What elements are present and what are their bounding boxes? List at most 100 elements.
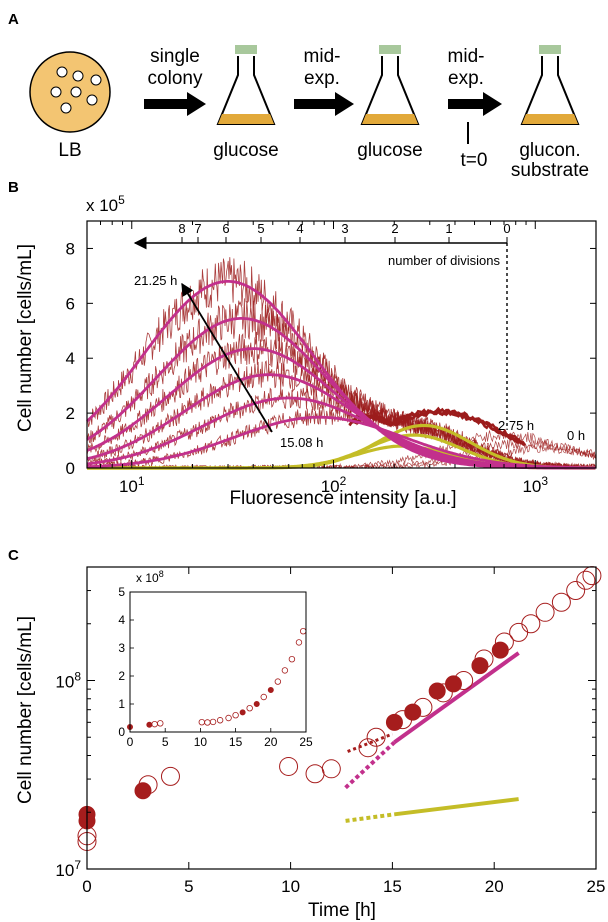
x-tick-label: 101 — [119, 474, 145, 496]
step-2-line1: mid- — [304, 46, 341, 67]
flask-3-label-line2: substrate — [511, 160, 589, 181]
flask-icon — [520, 56, 580, 125]
darkred-fit-line — [348, 409, 526, 447]
inset-data-point — [253, 701, 260, 708]
colony-icon — [50, 86, 62, 98]
open-data-point — [521, 614, 541, 634]
open-data-point — [509, 622, 529, 642]
inset-data-point — [232, 712, 239, 719]
magenta-dotted-line — [344, 740, 396, 790]
inset-data-point — [267, 687, 274, 694]
panel-b-xlabel: Fluoresence intensity [a.u.] — [229, 488, 456, 509]
annotation-t0: 0 h — [567, 428, 585, 443]
panel-c-ylabel: Cell number [cells/mL] — [15, 616, 36, 804]
colony-icon — [56, 66, 68, 78]
inset-x-tick-label: 20 — [264, 735, 278, 749]
filled-data-point — [404, 703, 422, 721]
panel-c-label: C — [8, 547, 19, 564]
inset-data-point — [146, 721, 153, 728]
inset-data-point — [225, 714, 232, 722]
plate-icon — [29, 51, 111, 133]
inset-y-tick-label: 0 — [118, 725, 125, 739]
inset-ticks: 0 5 10 15 20 25 0 1 2 3 4 5 — [118, 585, 313, 749]
open-data-point — [366, 727, 386, 747]
panel-b: B x 105 Cell number [cells/mL] Fluoresen… — [8, 179, 597, 509]
step-2-line2: exp. — [304, 68, 340, 89]
y-tick-label: 8 — [66, 239, 75, 258]
x-tick-label: 20 — [485, 877, 504, 896]
petri-plate: LB — [29, 51, 111, 161]
inset-data-point — [216, 717, 224, 724]
flask-icon — [216, 56, 276, 125]
open-data-point — [576, 570, 596, 590]
panel-c-plot — [77, 566, 602, 851]
inset-data-point — [281, 667, 289, 674]
inset-data-point — [204, 719, 211, 726]
inset-y-tick-label: 2 — [118, 669, 125, 683]
inset-data-point — [239, 709, 246, 716]
panel-a-label: A — [8, 11, 19, 28]
division-tick-label: 4 — [296, 221, 303, 236]
magenta-fit-line — [86, 396, 596, 470]
inset-y-tick-label: 1 — [118, 697, 125, 711]
flask-2-label: glucose — [357, 140, 423, 161]
filled-data-point — [491, 641, 509, 659]
inset-multiplier: x 108 — [136, 569, 164, 585]
division-tick-label: 7 — [194, 221, 201, 236]
right-arrow-icon — [448, 92, 502, 116]
division-tick-label: 5 — [257, 221, 264, 236]
annotation-late: 21.25 h — [134, 273, 177, 288]
flask-icon — [360, 56, 420, 125]
division-tick-label: 3 — [341, 221, 348, 236]
inset-data-point — [246, 705, 253, 712]
panel-b-plot — [86, 257, 596, 470]
panel-c-x-ticks: 0 5 10 15 20 25 — [82, 567, 605, 896]
inset-x-tick-label: 25 — [299, 735, 313, 749]
step-1-line1: single — [150, 46, 200, 67]
right-arrow-icon — [294, 92, 354, 116]
flask-cap-icon — [539, 45, 561, 54]
division-tick-label: 8 — [178, 221, 185, 236]
inset-data-point — [157, 720, 164, 727]
step-arrow-2: mid- exp. — [294, 46, 354, 116]
x-tick-label: 5 — [184, 877, 193, 896]
step-arrow-3: mid- exp. t=0 — [448, 46, 502, 171]
annotation-t2: 2.75 h — [498, 418, 534, 433]
divisions-label: number of divisions — [388, 253, 500, 268]
panel-c-frame — [86, 566, 597, 870]
colony-icon — [60, 102, 72, 114]
filled-data-point — [134, 782, 152, 800]
annotation-early: 15.08 h — [280, 435, 323, 450]
inset-data-point — [151, 720, 158, 728]
inset-data-point — [274, 678, 282, 685]
filled-data-point — [471, 657, 489, 675]
open-data-point — [582, 566, 602, 586]
step-arrow-1: single colony — [144, 46, 206, 116]
x-tick-label: 25 — [587, 877, 606, 896]
flask-1-label: glucose — [213, 140, 279, 161]
x-tick-label: 10 — [281, 877, 300, 896]
inset-x-tick-label: 5 — [162, 735, 169, 749]
magenta-fit-line — [87, 415, 596, 470]
filled-data-point — [428, 682, 446, 700]
open-data-point — [566, 581, 586, 601]
x-tick-label: 0 — [82, 877, 91, 896]
x-tick-label: 103 — [522, 474, 548, 496]
panel-b-frame — [86, 220, 597, 469]
inset-y-tick-label: 3 — [118, 641, 125, 655]
inset-y-tick-label: 5 — [118, 585, 125, 599]
colony-icon — [70, 86, 82, 98]
plate-label: LB — [58, 140, 81, 161]
step-3-line1: mid- — [448, 46, 485, 67]
inset-data-point — [288, 656, 296, 663]
division-tick-label: 1 — [445, 221, 452, 236]
flask-cap-icon — [235, 45, 257, 54]
division-tick-label: 0 — [503, 221, 510, 236]
y-tick-label: 0 — [66, 459, 75, 478]
panel-b-y-ticks: 0 2 4 6 8 — [66, 239, 596, 478]
division-tick-label: 2 — [391, 221, 398, 236]
step-1-line2: colony — [148, 68, 203, 89]
inset-x-tick-label: 0 — [127, 735, 134, 749]
panel-c-inset: x 108 0 5 10 15 20 25 0 1 2 3 4 5 — [118, 569, 313, 749]
